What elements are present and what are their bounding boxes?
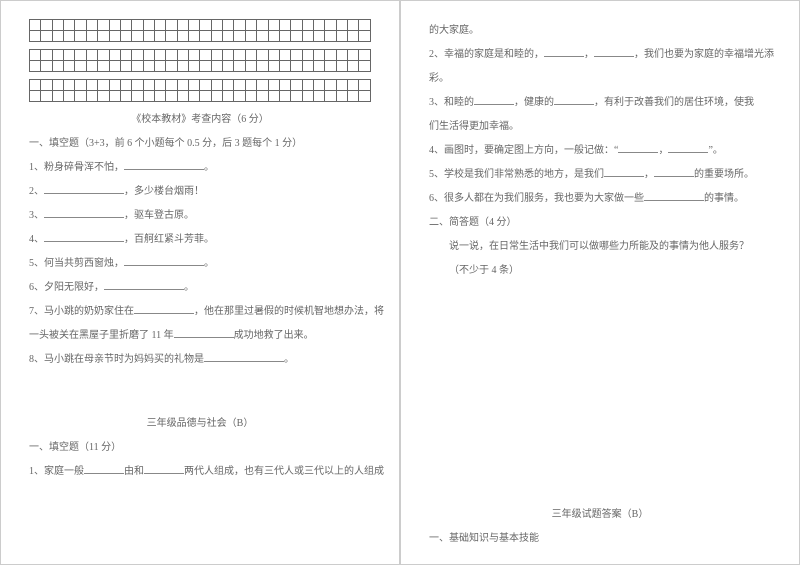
- fill-blank-heading-2: 一、填空题（11 分）: [29, 436, 371, 460]
- q5-b: 。: [204, 258, 214, 269]
- r5-b: ，: [644, 169, 654, 180]
- q6-a: 6、夕阳无限好，: [29, 282, 104, 293]
- right-column: 的大家庭。 2、幸福的家庭是和睦的， ， ，我们也要为家庭的幸福增光添 彩。 3、和…: [400, 0, 800, 565]
- blank: [544, 47, 584, 57]
- r-question-2: 2、幸福的家庭是和睦的， ， ，我们也要为家庭的幸福增光添: [429, 43, 771, 67]
- section-header: 《校本教材》考查内容（6 分）: [29, 108, 371, 132]
- r-question-1: 1、家庭一般由和两代人组成，也有三代人或三代以上的人组成: [29, 460, 371, 484]
- r3-c: ，有利于改善我们的居住环境，使我: [594, 97, 754, 108]
- r2-c: ，我们也要为家庭的幸福增光添: [634, 49, 774, 60]
- question-2: 2、 ，多少楼台烟雨！: [29, 180, 371, 204]
- blank: [84, 464, 124, 474]
- q7-d: 成功地救了出来。: [234, 330, 314, 341]
- question-1: 1、粉身碎骨浑不怕， 。: [29, 156, 371, 180]
- q8-b: 。: [284, 354, 294, 365]
- question-8: 8、马小跳在母亲节时为妈妈买的礼物是 。: [29, 348, 371, 372]
- q7-c: 一头被关在黑屋子里折磨了 11 年: [29, 330, 174, 341]
- q3-b: ，驱车登古原。: [124, 210, 194, 221]
- q2-a: 2、: [29, 186, 44, 197]
- question-5: 5、何当共剪西窗烛， 。: [29, 252, 371, 276]
- blank: [144, 464, 184, 474]
- blank: [204, 352, 284, 362]
- r4-b: ，: [658, 145, 668, 156]
- r1-c: 两代人组成，也有三代人或三代以上的人组成: [184, 466, 384, 477]
- r3-b: ，健康的: [514, 97, 554, 108]
- r6-b: 的事情。: [704, 193, 744, 204]
- r1-b: 由和: [124, 466, 144, 477]
- writing-grid: [29, 19, 371, 102]
- blank: [44, 208, 124, 218]
- r4-c: ”。: [708, 145, 722, 156]
- blank: [618, 143, 658, 153]
- r-question-5: 5、学校是我们非常熟悉的地方，是我们 ， 的重要场所。: [429, 163, 771, 187]
- short-answer-heading: 二、简答题（4 分）: [429, 211, 771, 235]
- question-6: 6、夕阳无限好， 。: [29, 276, 371, 300]
- q4-b: ，百舸红紧斗芳菲。: [124, 234, 214, 245]
- left-column: 《校本教材》考查内容（6 分） 一、填空题（3+3，前 6 个小题每个 0.5 …: [0, 0, 400, 565]
- question-7: 7、马小跳的奶奶家住在，他在那里过暑假的时候机智地想办法，将: [29, 300, 371, 324]
- short-answer-q: 说一说，在日常生活中我们可以做哪些力所能及的事情为他人服务？: [429, 235, 771, 259]
- page-container: 《校本教材》考查内容（6 分） 一、填空题（3+3，前 6 个小题每个 0.5 …: [0, 0, 800, 565]
- blank: [594, 47, 634, 57]
- blank: [174, 328, 234, 338]
- blank: [654, 167, 694, 177]
- subject-title: 三年级品德与社会（B）: [29, 412, 371, 436]
- r2-b: ，: [584, 49, 594, 60]
- q6-b: 。: [184, 282, 194, 293]
- fill-blank-heading: 一、填空题（3+3，前 6 个小题每个 0.5 分，后 3 题每个 1 分）: [29, 132, 371, 156]
- r6-a: 6、很多人都在为我们服务，我也要为大家做一些: [429, 193, 644, 204]
- blank: [644, 191, 704, 201]
- blank: [44, 184, 124, 194]
- q7-b: ，他在那里过暑假的时候机智地想办法，将: [194, 306, 384, 317]
- blank: [604, 167, 644, 177]
- r2-a: 2、幸福的家庭是和睦的，: [429, 49, 544, 60]
- r2-cont: 彩。: [429, 67, 771, 91]
- short-answer-q2: （不少于 4 条）: [429, 259, 771, 283]
- question-3: 3、 ，驱车登古原。: [29, 204, 371, 228]
- r-question-4: 4、画图时，要确定图上方向，一般记做：“ ， ”。: [429, 139, 771, 163]
- blank: [474, 95, 514, 105]
- answer-sec: 一、基础知识与基本技能: [429, 527, 771, 551]
- blank: [124, 256, 204, 266]
- q5-a: 5、何当共剪西窗烛，: [29, 258, 124, 269]
- blank: [668, 143, 708, 153]
- q2-b: ，多少楼台烟雨！: [124, 186, 204, 197]
- blank: [104, 280, 184, 290]
- q4-a: 4、: [29, 234, 44, 245]
- q1-end: 。: [204, 162, 214, 173]
- r5-c: 的重要场所。: [694, 169, 754, 180]
- blank: [44, 232, 124, 242]
- r5-a: 5、学校是我们非常熟悉的地方，是我们: [429, 169, 604, 180]
- q1-text: 1、粉身碎骨浑不怕，: [29, 162, 124, 173]
- r3-a: 3、和睦的: [429, 97, 474, 108]
- r3-cont: 们生活得更加幸福。: [429, 115, 771, 139]
- blank: [124, 160, 204, 170]
- r1-cont: 的大家庭。: [429, 19, 771, 43]
- q7-a: 7、马小跳的奶奶家住在: [29, 306, 134, 317]
- blank: [134, 304, 194, 314]
- r1-a: 1、家庭一般: [29, 466, 84, 477]
- answer-title: 三年级试题答案（B）: [429, 503, 771, 527]
- q8-a: 8、马小跳在母亲节时为妈妈买的礼物是: [29, 354, 204, 365]
- q3-a: 3、: [29, 210, 44, 221]
- r-question-3: 3、和睦的 ，健康的 ，有利于改善我们的居住环境，使我: [429, 91, 771, 115]
- blank: [554, 95, 594, 105]
- question-4: 4、 ，百舸红紧斗芳菲。: [29, 228, 371, 252]
- r-question-6: 6、很多人都在为我们服务，我也要为大家做一些 的事情。: [429, 187, 771, 211]
- question-7-cont: 一头被关在黑屋子里折磨了 11 年 成功地救了出来。: [29, 324, 371, 348]
- r4-a: 4、画图时，要确定图上方向，一般记做：“: [429, 145, 618, 156]
